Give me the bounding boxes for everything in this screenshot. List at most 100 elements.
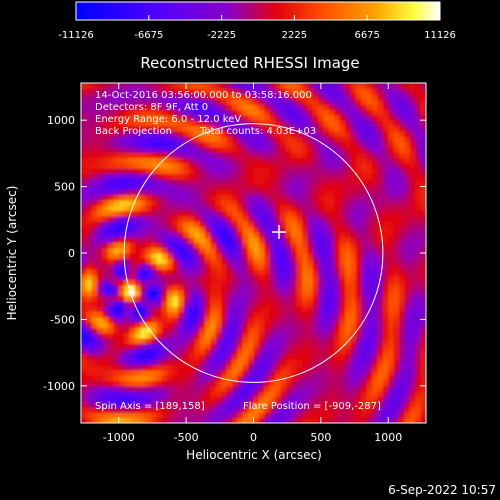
heatmap-cell	[167, 205, 174, 212]
heatmap-cell	[382, 183, 389, 190]
heatmap-cell	[269, 152, 276, 158]
heatmap-cell	[328, 268, 335, 275]
heatmap-cell	[366, 391, 373, 398]
heatmap-cell	[399, 173, 406, 180]
heatmap-cell	[86, 141, 93, 148]
heatmap-cell	[194, 189, 201, 196]
heatmap-cell	[151, 263, 158, 270]
heatmap-cell	[226, 253, 233, 259]
heatmap-cell	[102, 125, 109, 132]
heatmap-cell	[86, 157, 93, 164]
heatmap-cell	[231, 109, 238, 116]
heatmap-cell	[302, 364, 309, 371]
heatmap-cell	[178, 401, 185, 408]
heatmap-cell	[291, 263, 298, 270]
heatmap-cell	[307, 247, 314, 254]
heatmap-cell	[248, 173, 255, 180]
heatmap-cell	[129, 290, 136, 297]
heatmap-cell	[285, 157, 292, 164]
heatmap-cell	[269, 401, 276, 408]
heatmap-cell	[156, 130, 163, 137]
heatmap-cell	[188, 348, 195, 355]
heatmap-cell	[161, 274, 168, 281]
heatmap-cell	[178, 210, 185, 217]
heatmap-cell	[86, 199, 93, 206]
heatmap-cell	[151, 343, 158, 350]
heatmap-cell	[226, 120, 233, 127]
heatmap-cell	[242, 247, 249, 254]
heatmap-cell	[242, 152, 249, 158]
heatmap-cell	[107, 401, 114, 408]
x-axis-label: Heliocentric X (arcsec)	[186, 448, 322, 462]
heatmap-cell	[107, 83, 114, 89]
heatmap-cell	[183, 263, 190, 270]
heatmap-cell	[264, 152, 271, 158]
heatmap-cell	[172, 311, 179, 318]
heatmap-cell	[107, 226, 114, 233]
heatmap-cell	[393, 316, 400, 323]
heatmap-cell	[339, 348, 346, 355]
heatmap-cell	[328, 162, 335, 169]
heatmap-cell	[253, 322, 260, 328]
heatmap-cell	[183, 231, 190, 238]
heatmap-cell	[399, 348, 406, 355]
flare-position-label: Flare Position = [-909,-287]	[243, 401, 381, 412]
heatmap-cell	[237, 343, 244, 350]
heatmap-cell	[345, 295, 352, 302]
heatmap-cell	[382, 369, 389, 376]
heatmap-cell	[113, 380, 120, 387]
heatmap-cell	[323, 332, 330, 339]
heatmap-cell	[339, 130, 346, 137]
heatmap-cell	[113, 88, 120, 95]
heatmap-cell	[221, 109, 228, 116]
heatmap-cell	[264, 353, 271, 360]
heatmap-cell	[113, 284, 120, 291]
heatmap-cell	[134, 205, 141, 212]
heatmap-cell	[129, 194, 136, 201]
heatmap-cell	[307, 130, 314, 137]
heatmap-cell	[291, 353, 298, 360]
heatmap-cell	[221, 290, 228, 297]
heatmap-cell	[269, 316, 276, 323]
heatmap-cell	[237, 215, 244, 222]
heatmap-cell	[194, 263, 201, 270]
heatmap-cell	[264, 338, 271, 344]
heatmap-cell	[253, 268, 260, 275]
heatmap-cell	[226, 263, 233, 270]
heatmap-cell	[210, 136, 217, 143]
heatmap-cell	[172, 300, 179, 307]
heatmap-cell	[339, 98, 346, 105]
heatmap-cell	[388, 215, 395, 222]
heatmap-cell	[161, 146, 168, 153]
heatmap-cell	[145, 284, 152, 291]
heatmap-cell	[161, 295, 168, 302]
heatmap-cell	[248, 268, 255, 275]
heatmap-cell	[204, 237, 211, 243]
heatmap-cell	[377, 83, 384, 89]
heatmap-cell	[269, 407, 276, 413]
heatmap-cell	[215, 385, 222, 392]
heatmap-cell	[97, 210, 104, 217]
heatmap-cell	[415, 274, 422, 281]
heatmap-cell	[167, 401, 174, 408]
heatmap-cell	[388, 247, 395, 254]
heatmap-cell	[393, 412, 400, 419]
heatmap-cell	[231, 162, 238, 169]
heatmap-cell	[372, 364, 379, 371]
heatmap-cell	[285, 343, 292, 350]
heatmap-cell	[81, 109, 87, 116]
heatmap-cell	[204, 157, 211, 164]
heatmap-cell	[334, 242, 341, 249]
heatmap-cell	[156, 380, 163, 387]
heatmap-cell	[355, 253, 362, 259]
heatmap-cell	[199, 152, 206, 158]
heatmap-cell	[129, 353, 136, 360]
heatmap-cell	[404, 338, 411, 344]
heatmap-cell	[328, 83, 335, 89]
heatmap-cell	[199, 98, 206, 105]
heatmap-cell	[420, 274, 426, 281]
heatmap-cell	[129, 311, 136, 318]
heatmap-cell	[334, 162, 341, 169]
heatmap-cell	[221, 263, 228, 270]
